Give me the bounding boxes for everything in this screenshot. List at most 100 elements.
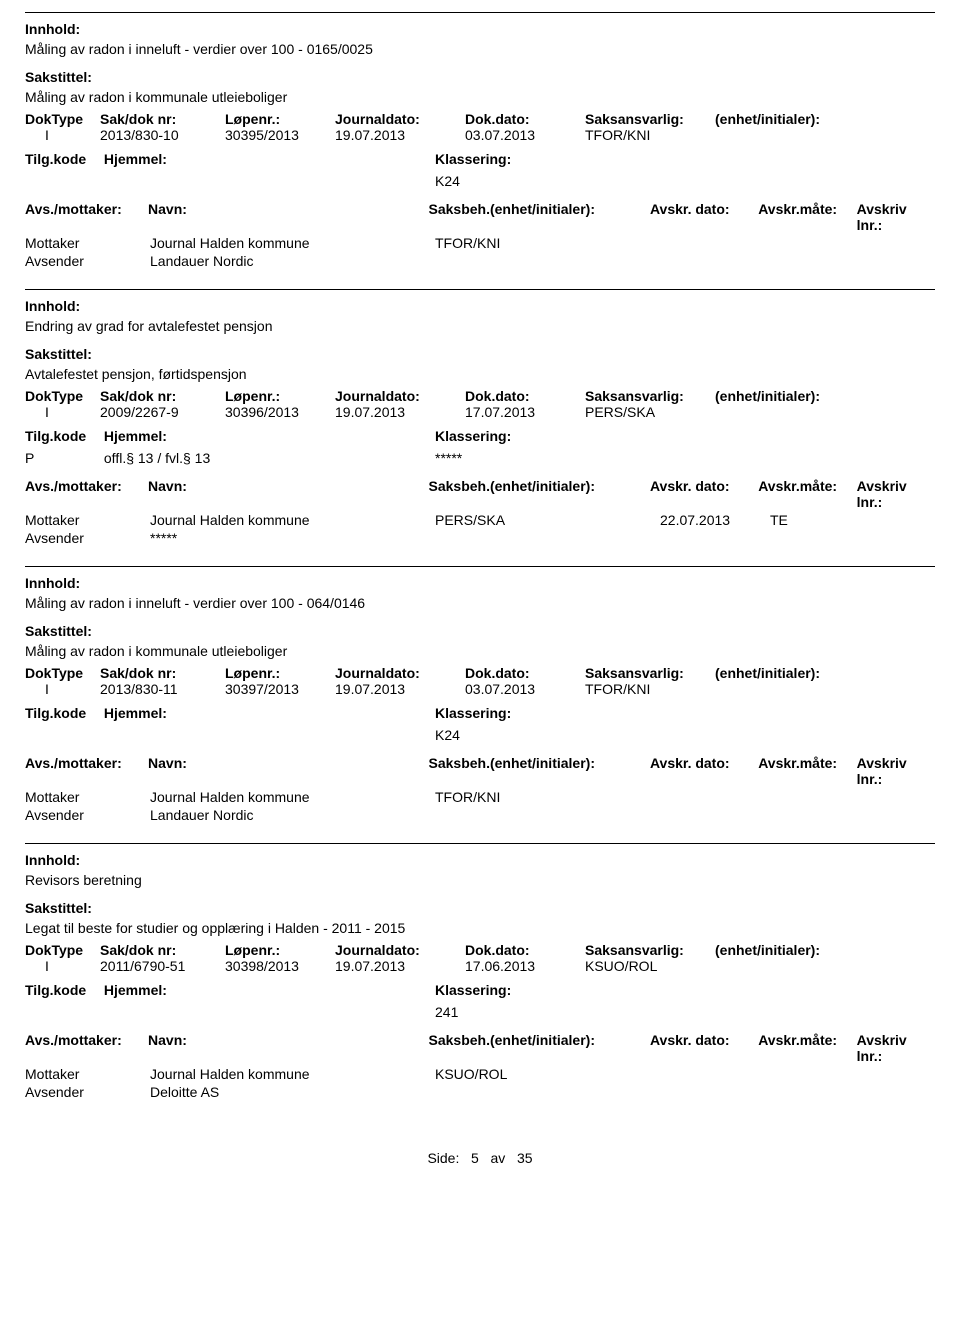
hdr-doktype: DokType [25, 388, 100, 404]
party-name: Landauer Nordic [150, 807, 435, 823]
party-row: Mottaker Journal Halden kommune PERS/SKA… [25, 512, 935, 528]
val-lopenr: 30397/2013 [225, 681, 335, 697]
val-doktype: I [25, 127, 100, 143]
meta-values: I 2011/6790-51 30398/2013 19.07.2013 17.… [25, 958, 935, 974]
hjemmel-label: Hjemmel: [104, 705, 167, 721]
meta-headers: DokType Sak/dok nr: Løpenr.: Journaldato… [25, 942, 935, 958]
party-saksbeh: PERS/SKA [435, 512, 660, 528]
record: Innhold: Måling av radon i inneluft - ve… [25, 566, 935, 823]
hdr-avskrmate: Avskr.måte: [758, 1032, 856, 1064]
party-row: Mottaker Journal Halden kommune TFOR/KNI [25, 789, 935, 805]
party-role: Avsender [25, 1084, 150, 1100]
party-role: Mottaker [25, 1066, 150, 1082]
hdr-avskrdato: Avskr. dato: [650, 755, 758, 787]
party-row: Mottaker Journal Halden kommune KSUO/ROL [25, 1066, 935, 1082]
val-lopenr: 30398/2013 [225, 958, 335, 974]
hdr-lopenr: Løpenr.: [225, 388, 335, 404]
klassering-value: 241 [435, 1004, 458, 1020]
hdr-avsmottaker: Avs./mottaker: [25, 1032, 148, 1064]
hdr-navn: Navn: [148, 1032, 428, 1064]
party-headers: Avs./mottaker: Navn: Saksbeh.(enhet/init… [25, 1032, 935, 1064]
party-avskrdato [660, 789, 770, 805]
innhold-label: Innhold: [25, 298, 935, 314]
klassering-value: ***** [435, 450, 462, 466]
tilg-klass-values: 241 [25, 1004, 935, 1020]
val-journaldato: 19.07.2013 [335, 681, 465, 697]
hdr-avskrmate: Avskr.måte: [758, 478, 856, 510]
party-role: Avsender [25, 530, 150, 546]
record: Innhold: Revisors beretning Sakstittel: … [25, 843, 935, 1100]
footer-total [509, 1150, 517, 1166]
record: Innhold: Måling av radon i inneluft - ve… [25, 12, 935, 269]
hdr-avskrmate: Avskr.måte: [758, 755, 856, 787]
party-avskrmate: TE [770, 512, 870, 528]
innhold-value: Revisors beretning [25, 872, 935, 888]
hdr-journaldato: Journaldato: [335, 942, 465, 958]
sakstittel-value: Måling av radon i kommunale utleiebolige… [25, 89, 935, 105]
hdr-enhet: (enhet/initialer): [715, 665, 855, 681]
hdr-saksbeh: Saksbeh.(enhet/initialer): [429, 755, 650, 787]
hdr-avskrivlnr: Avskriv lnr.: [857, 201, 935, 233]
meta-values: I 2013/830-10 30395/2013 19.07.2013 03.0… [25, 127, 935, 143]
footer-side-label: Side: [427, 1150, 459, 1166]
footer-av-label: av [491, 1150, 506, 1166]
tilg-klass-values: K24 [25, 727, 935, 743]
val-doktype: I [25, 681, 100, 697]
val-doktype: I [25, 958, 100, 974]
innhold-value: Endring av grad for avtalefestet pensjon [25, 318, 935, 334]
party-saksbeh: KSUO/ROL [435, 1066, 660, 1082]
hdr-lopenr: Løpenr.: [225, 111, 335, 127]
val-dokdato: 03.07.2013 [465, 681, 585, 697]
hdr-doktype: DokType [25, 942, 100, 958]
party-row: Avsender Landauer Nordic [25, 253, 935, 269]
hdr-avskrdato: Avskr. dato: [650, 1032, 758, 1064]
meta-headers: DokType Sak/dok nr: Løpenr.: Journaldato… [25, 388, 935, 404]
val-journaldato: 19.07.2013 [335, 404, 465, 420]
tilg-klass-headers: Tilg.kode Hjemmel: Klassering: [25, 705, 935, 721]
sakstittel-value: Måling av radon i kommunale utleiebolige… [25, 643, 935, 659]
party-headers: Avs./mottaker: Navn: Saksbeh.(enhet/init… [25, 478, 935, 510]
val-saknr: 2009/2267-9 [100, 404, 225, 420]
tilgkode-value: P [25, 450, 100, 466]
hdr-doktype: DokType [25, 665, 100, 681]
tilg-klass-values: P offl.§ 13 / fvl.§ 13 ***** [25, 450, 935, 466]
meta-headers: DokType Sak/dok nr: Løpenr.: Journaldato… [25, 665, 935, 681]
party-row: Avsender ***** [25, 530, 935, 546]
klassering-label: Klassering: [435, 151, 511, 167]
party-role: Mottaker [25, 789, 150, 805]
hdr-saksansvarlig: Saksansvarlig: [585, 665, 715, 681]
hdr-avsmottaker: Avs./mottaker: [25, 478, 148, 510]
party-saksbeh: TFOR/KNI [435, 789, 660, 805]
party-avskrdato [660, 253, 770, 269]
hdr-saksbeh: Saksbeh.(enhet/initialer): [429, 201, 650, 233]
innhold-value: Måling av radon i inneluft - verdier ove… [25, 41, 935, 57]
hdr-enhet: (enhet/initialer): [715, 111, 855, 127]
meta-headers: DokType Sak/dok nr: Løpenr.: Journaldato… [25, 111, 935, 127]
party-avskrmate [770, 1066, 870, 1082]
party-saksbeh [435, 530, 660, 546]
hdr-lopenr: Løpenr.: [225, 665, 335, 681]
hdr-saksbeh: Saksbeh.(enhet/initialer): [429, 1032, 650, 1064]
innhold-value: Måling av radon i inneluft - verdier ove… [25, 595, 935, 611]
party-saksbeh [435, 807, 660, 823]
hdr-navn: Navn: [148, 201, 428, 233]
hdr-saknr: Sak/dok nr: [100, 942, 225, 958]
val-saksansvarlig: TFOR/KNI [585, 127, 715, 143]
sakstittel-label: Sakstittel: [25, 346, 935, 362]
hjemmel-label: Hjemmel: [104, 151, 167, 167]
hdr-dokdato: Dok.dato: [465, 942, 585, 958]
party-name: Deloitte AS [150, 1084, 435, 1100]
hjemmel-value: offl.§ 13 / fvl.§ 13 [104, 450, 210, 466]
party-avskrmate [770, 1084, 870, 1100]
party-headers: Avs./mottaker: Navn: Saksbeh.(enhet/init… [25, 201, 935, 233]
val-dokdato: 17.07.2013 [465, 404, 585, 420]
party-saksbeh [435, 253, 660, 269]
footer-page: 5 [471, 1150, 479, 1166]
party-row: Mottaker Journal Halden kommune TFOR/KNI [25, 235, 935, 251]
hdr-saknr: Sak/dok nr: [100, 665, 225, 681]
hdr-saksansvarlig: Saksansvarlig: [585, 388, 715, 404]
tilgkode-label: Tilg.kode [25, 151, 100, 167]
sakstittel-label: Sakstittel: [25, 623, 935, 639]
party-headers: Avs./mottaker: Navn: Saksbeh.(enhet/init… [25, 755, 935, 787]
val-saksansvarlig: KSUO/ROL [585, 958, 715, 974]
